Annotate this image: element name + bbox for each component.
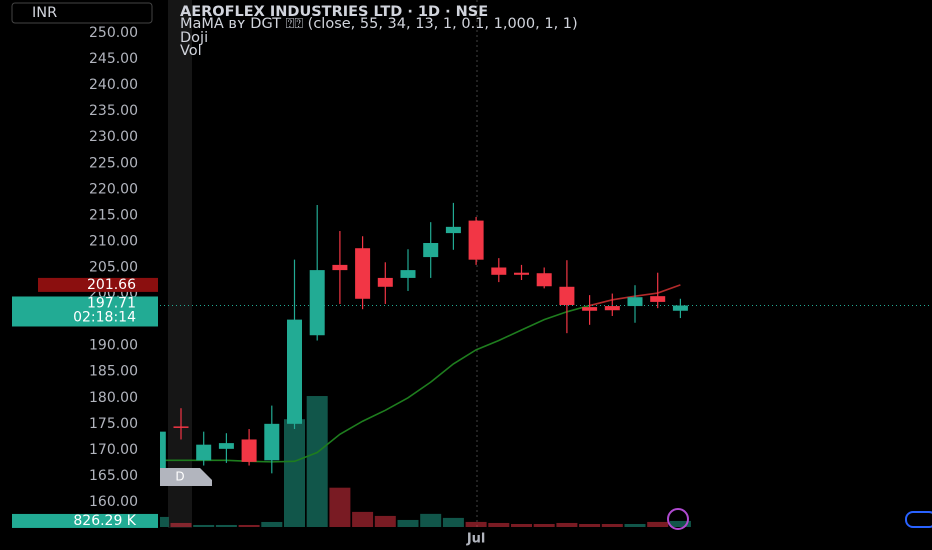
candle-body (355, 248, 371, 299)
volume-bar (579, 523, 601, 527)
y-tick-label: 225.00 (89, 155, 138, 171)
volume-bar (160, 516, 169, 527)
volume-bar (397, 519, 419, 527)
ma-tag (38, 277, 158, 292)
volume-bar (647, 521, 669, 527)
candle-body (196, 444, 212, 461)
currency-box[interactable] (11, 2, 153, 24)
y-tick-label: 205.00 (89, 260, 138, 276)
y-tick-label: 180.00 (89, 390, 138, 406)
volume-bar (511, 523, 532, 527)
icon[interactable] (667, 508, 689, 530)
title: AEROFLEX INDUSTRIES LTD · 1D · NSE (180, 4, 488, 20)
candle-body (536, 273, 552, 287)
volume-bar (374, 515, 396, 527)
volume-bar (193, 524, 215, 527)
ma-tag-label: 201.66 (87, 277, 136, 293)
candle-body (559, 286, 575, 306)
indicator: Vol (180, 43, 202, 59)
y-tick-label: 165.00 (89, 468, 138, 484)
price-tag (12, 296, 158, 327)
y-tick-label: 240.00 (89, 77, 138, 93)
volume-tag-label: 826.29 K (73, 513, 136, 529)
icon[interactable] (905, 511, 932, 528)
y-tick-label: 185.00 (89, 364, 138, 380)
y-tick-label: 250.00 (89, 25, 138, 41)
candle-body (514, 272, 529, 275)
y-tick-label: 220.00 (89, 181, 138, 197)
candle-body (650, 296, 666, 302)
volume-bar (420, 513, 442, 527)
indicator: MaMA ʙʏ DGT ⍰⍰ (close, 55, 34, 13, 1, 0.… (180, 16, 578, 32)
volume-bar (170, 522, 192, 527)
volume-bar (306, 396, 328, 527)
volume-bar (556, 522, 578, 527)
volume-bar (261, 521, 283, 527)
volume-bar (465, 521, 487, 527)
volume-bar (352, 511, 374, 527)
y-tick-label: 245.00 (89, 51, 138, 67)
plot (160, 202, 691, 527)
volume-bar (601, 523, 623, 527)
session-badge-label: D (175, 470, 184, 484)
candle-body (309, 270, 325, 336)
candle-body (468, 220, 484, 260)
x-tick-label: Jul (466, 532, 486, 547)
candle-body (423, 243, 439, 258)
ma-line (160, 304, 590, 463)
volume-bar (238, 524, 260, 527)
countdown: 02:18:14 (73, 309, 136, 325)
currency: INR (32, 5, 57, 21)
y-tick-label: 175.00 (89, 416, 138, 432)
candle-body (604, 306, 620, 311)
highlight-column (168, 0, 192, 528)
candle-body (160, 431, 166, 474)
y-tick-label: 235.00 (89, 103, 138, 119)
price-tag-label: 197.71 (87, 295, 136, 311)
candle-body (491, 267, 507, 275)
candle-body (287, 319, 302, 424)
y-tick-label: 160.00 (89, 494, 138, 510)
volume-bar (284, 419, 305, 527)
volume-tag (12, 513, 158, 528)
candle-body (218, 443, 234, 449)
y-tick-label: 210.00 (89, 233, 138, 249)
volume-bar (669, 520, 691, 527)
volume-bar (442, 517, 464, 527)
candle-body (241, 439, 257, 462)
volume-bar (488, 522, 510, 527)
y-tick-label: 215.00 (89, 207, 138, 223)
volume-bar (624, 523, 646, 527)
candle-body (400, 270, 416, 278)
candle-body (627, 297, 643, 307)
volume-bar (533, 523, 555, 527)
session-badge (160, 468, 212, 486)
candle-body (377, 277, 393, 287)
volume-bar (215, 524, 237, 527)
candle-body (264, 423, 280, 461)
volume-bar (329, 487, 351, 527)
candle-body (582, 307, 598, 311)
y-tick-label: 230.00 (89, 129, 138, 145)
y-tick-label: 170.00 (89, 442, 138, 458)
candle-body (445, 226, 461, 234)
candle-body (672, 305, 688, 311)
candle-body (332, 264, 348, 271)
indicator: Doji (180, 30, 208, 46)
y-tick-label: 190.00 (89, 338, 138, 354)
candle-body (173, 426, 189, 428)
